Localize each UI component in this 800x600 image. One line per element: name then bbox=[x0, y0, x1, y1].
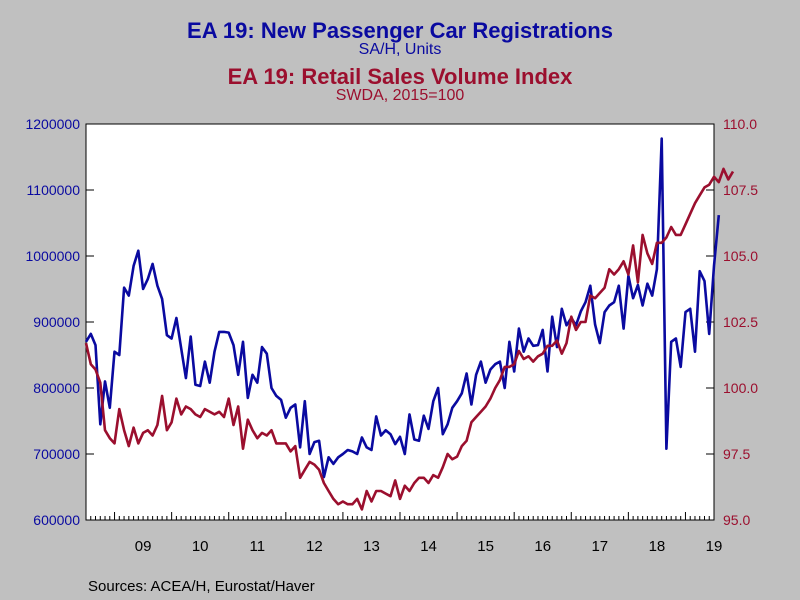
left-axis-tick-label: 1000000 bbox=[25, 248, 80, 264]
left-axis-tick-label: 900000 bbox=[33, 314, 80, 330]
x-axis-tick-label: 09 bbox=[135, 538, 152, 555]
right-axis-tick-label: 95.0 bbox=[723, 512, 750, 528]
right-axis-tick-label: 105.0 bbox=[723, 248, 758, 264]
chart-title-retail-sales: EA 19: Retail Sales Volume Index bbox=[227, 64, 573, 89]
x-axis-tick-label: 19 bbox=[706, 538, 723, 555]
x-axis-tick-label: 14 bbox=[420, 538, 437, 555]
chart-title-car-registrations: EA 19: New Passenger Car Registrations bbox=[187, 18, 613, 43]
x-axis-tick-label: 15 bbox=[477, 538, 494, 555]
chart-subtitle-car-registrations: SA/H, Units bbox=[358, 41, 442, 58]
right-axis-tick-label: 110.0 bbox=[723, 116, 757, 132]
source-note: Sources: ACEA/H, Eurostat/Haver bbox=[88, 578, 315, 595]
series-line-retail-sales bbox=[84, 167, 735, 511]
left-axis-tick-label: 800000 bbox=[33, 380, 80, 396]
x-axis-tick-label: 13 bbox=[363, 538, 380, 555]
right-axis-tick-label: 107.5 bbox=[723, 182, 758, 198]
right-axis-tick-label: 100.0 bbox=[723, 380, 758, 396]
x-axis-tick-label: 18 bbox=[649, 538, 666, 555]
left-axis-tick-label: 1100000 bbox=[27, 182, 81, 198]
x-axis-tick-label: 10 bbox=[192, 538, 209, 555]
x-axis-tick-label: 12 bbox=[306, 538, 323, 555]
plot-area bbox=[85, 123, 715, 521]
series-line-car-registrations bbox=[84, 137, 721, 479]
x-axis-tick-label: 11 bbox=[249, 538, 265, 555]
right-axis-tick-label: 97.5 bbox=[723, 446, 750, 462]
x-axis-tick-label: 16 bbox=[534, 538, 551, 555]
chart-subtitle-retail-sales: SWDA, 2015=100 bbox=[335, 87, 465, 104]
right-axis-tick-label: 102.5 bbox=[723, 314, 758, 330]
left-axis-tick-label: 1200000 bbox=[25, 116, 80, 132]
left-axis-tick-label: 600000 bbox=[33, 512, 80, 528]
left-axis-tick-label: 700000 bbox=[33, 446, 80, 462]
x-axis-tick-label: 17 bbox=[591, 538, 608, 555]
